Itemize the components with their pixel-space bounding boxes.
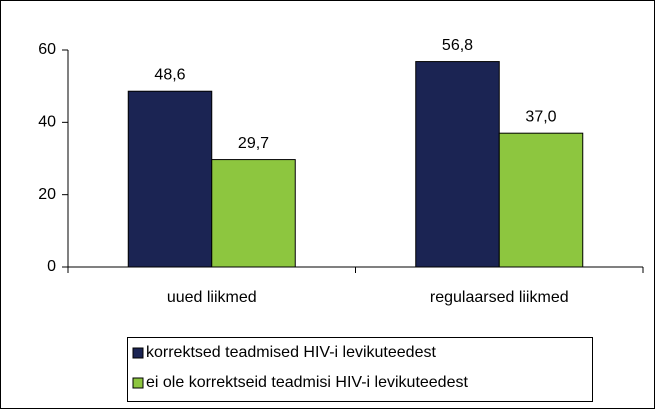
y-tick-label: 20	[38, 186, 56, 203]
bar	[415, 61, 500, 268]
value-label: 56,8	[442, 37, 473, 54]
bar	[498, 132, 584, 268]
value-label: 37,0	[525, 108, 556, 125]
legend-swatch	[132, 377, 144, 389]
legend-label: korrektsed teadmised HIV-i levikuteedest	[146, 344, 436, 361]
x-tick-label: uued liikmed	[167, 289, 257, 306]
value-label: 48,6	[154, 66, 185, 83]
bar	[127, 90, 213, 268]
bar	[211, 159, 296, 268]
legend-swatch	[132, 347, 144, 359]
y-tick-label: 40	[38, 114, 56, 131]
legend-box	[127, 337, 593, 402]
y-tick-label: 0	[47, 258, 56, 275]
x-tick-label: regulaarsed liikmed	[430, 289, 569, 306]
y-tick-label: 60	[38, 41, 56, 58]
value-label: 29,7	[238, 135, 269, 152]
legend-label: ei ole korrektseid teadmisi HIV-i leviku…	[146, 374, 468, 391]
